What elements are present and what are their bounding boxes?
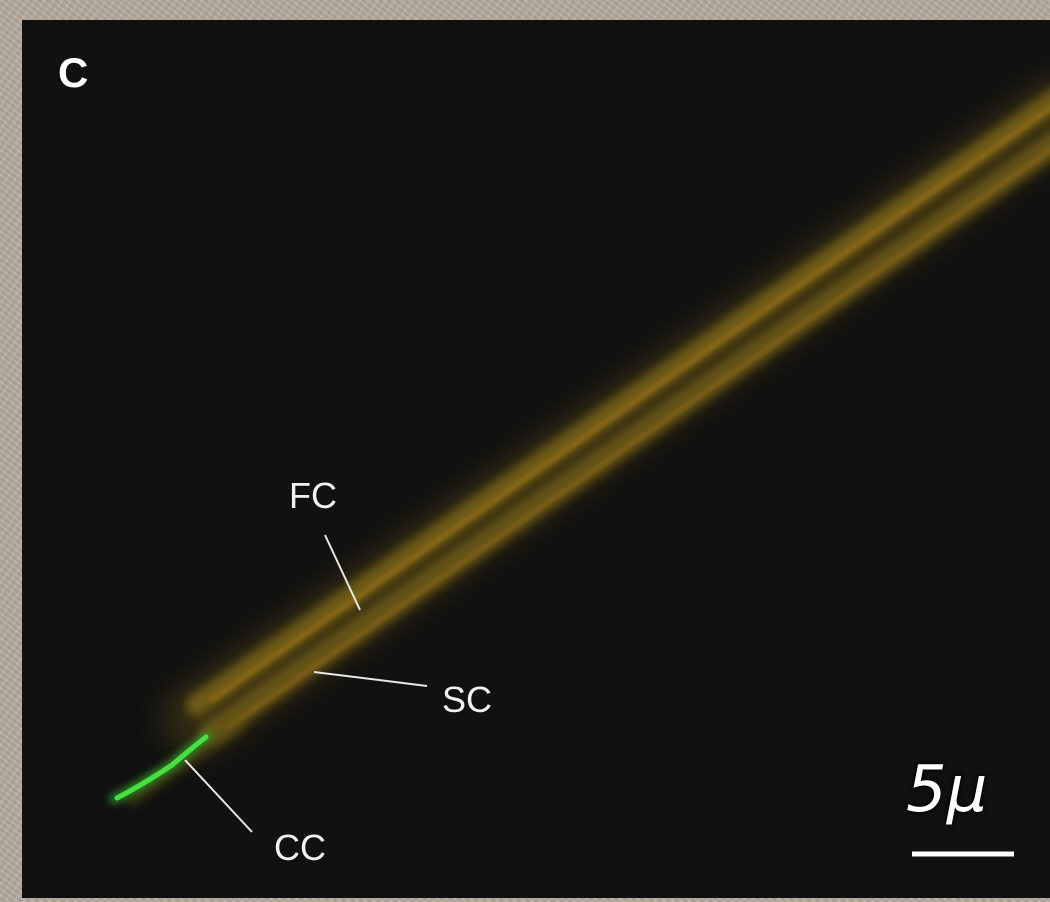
fc-strand [186,90,1050,716]
sc-strand [200,131,1050,744]
fiber-glow [162,77,1050,755]
cc-green-signal [109,731,212,804]
fc-label: FC [289,475,337,516]
fiber-tip [125,718,244,805]
micrograph-panel: C FC SC CC 5μ [22,20,1050,898]
panel-label: C [58,49,89,96]
micrograph-svg [109,77,1050,857]
scale-bar-label: 5μ [906,753,988,827]
sc-leader-line [313,671,428,687]
fc-leader-line [324,534,361,611]
cc-label: CC [274,827,326,868]
cc-leader-line [184,759,253,833]
sc-label: SC [442,679,493,720]
